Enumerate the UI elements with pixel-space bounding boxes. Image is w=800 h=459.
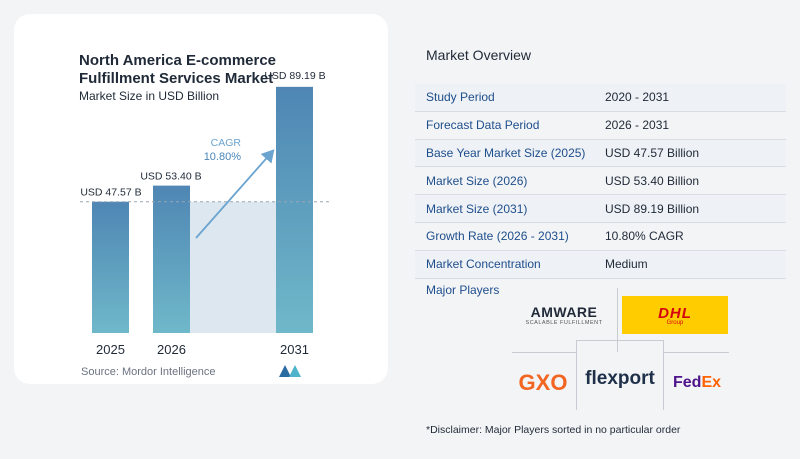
dhl-logo-tagline: Group — [666, 319, 684, 326]
cagr-arrow — [195, 149, 275, 239]
bar-2031 — [276, 86, 313, 333]
fedex-logo: FedEx — [666, 364, 728, 402]
divider — [576, 340, 577, 410]
chart-subtitle: Market Size in USD Billion — [79, 89, 220, 103]
overview-row: Base Year Market Size (2025) USD 47.57 Bi… — [415, 139, 786, 167]
value-label: USD 47.57 B — [80, 187, 141, 199]
overview-key: Base Year Market Size (2025) — [426, 145, 586, 160]
overview-value: 2020 - 2031 — [605, 90, 670, 105]
dhl-logo: DHL Group — [622, 296, 728, 334]
divider — [512, 352, 576, 353]
overview-value: 2026 - 2031 — [605, 118, 670, 133]
divider — [617, 288, 618, 352]
overview-key: Growth Rate (2026 - 2031) — [426, 229, 569, 244]
value-label: USD 89.19 B — [264, 70, 325, 82]
overview-value: Medium — [605, 257, 648, 272]
overview-value: USD 89.19 Billion — [605, 201, 700, 216]
flexport-logo-name: flexport — [585, 368, 655, 389]
overview-row: Market Size (2026) USD 53.40 Billion — [415, 167, 786, 195]
major-players-title: Major Players — [426, 283, 500, 297]
amware-logo-tagline: SCALABLE FULFILLMENT — [525, 320, 603, 326]
divider — [663, 352, 729, 353]
overview-value: 10.80% CAGR — [605, 229, 684, 244]
gxo-logo: GXO — [512, 364, 574, 402]
bar-2026 — [153, 185, 190, 333]
bar-2025 — [92, 201, 129, 333]
overview-row: Growth Rate (2026 - 2031) 10.80% CAGR — [415, 222, 786, 251]
x-tick-label: 2026 — [157, 342, 186, 357]
disclaimer: *Disclaimer: Major Players sorted in no … — [426, 424, 681, 436]
base-shade — [190, 201, 276, 333]
fedex-logo-name: FedEx — [672, 374, 722, 391]
gxo-logo-name: GXO — [518, 370, 568, 395]
source-note: Source: Mordor Intelligence — [81, 366, 216, 378]
amware-logo: AMWARE SCALABLE FULFILLMENT — [512, 296, 616, 334]
overview-row: Study Period 2020 - 2031 — [415, 84, 786, 112]
cagr-value: 10.80% — [204, 151, 242, 163]
dhl-logo-name: DHL — [658, 304, 692, 322]
bar-chart: USD 47.57 B USD 53.40 B USD 89.19 B 2025 202… — [80, 70, 330, 357]
flexport-logo: flexport — [578, 360, 662, 398]
overview-row: Market Size (2031) USD 89.19 Billion — [415, 194, 786, 223]
x-tick-label: 2025 — [96, 342, 125, 357]
overview-key: Study Period — [426, 90, 495, 105]
divider — [663, 340, 664, 410]
overview-key: Forecast Data Period — [426, 118, 540, 133]
value-label: USD 53.40 B — [140, 171, 201, 183]
divider — [576, 340, 664, 341]
overview-key: Market Concentration — [426, 257, 541, 272]
overview-value: USD 53.40 Billion — [605, 173, 700, 188]
overview-title: Market Overview — [426, 47, 532, 63]
overview-key: Market Size (2026) — [426, 173, 528, 188]
overview-value: USD 47.57 Billion — [605, 145, 700, 160]
mordor-logo-icon — [279, 365, 301, 377]
chart-title: North America E-commerce Fulfillment Ser… — [79, 52, 277, 87]
cagr-label: CAGR — [211, 137, 242, 149]
overview-key: Market Size (2031) — [426, 201, 528, 216]
amware-logo-name: AMWARE — [530, 304, 598, 320]
overview-table: Study Period 2020 - 2031 Forecast Data Per… — [415, 84, 786, 279]
x-tick-label: 2031 — [280, 342, 309, 357]
overview-row: Market Concentration Medium — [415, 250, 786, 279]
overview-row: Forecast Data Period 2026 - 2031 — [415, 111, 786, 140]
